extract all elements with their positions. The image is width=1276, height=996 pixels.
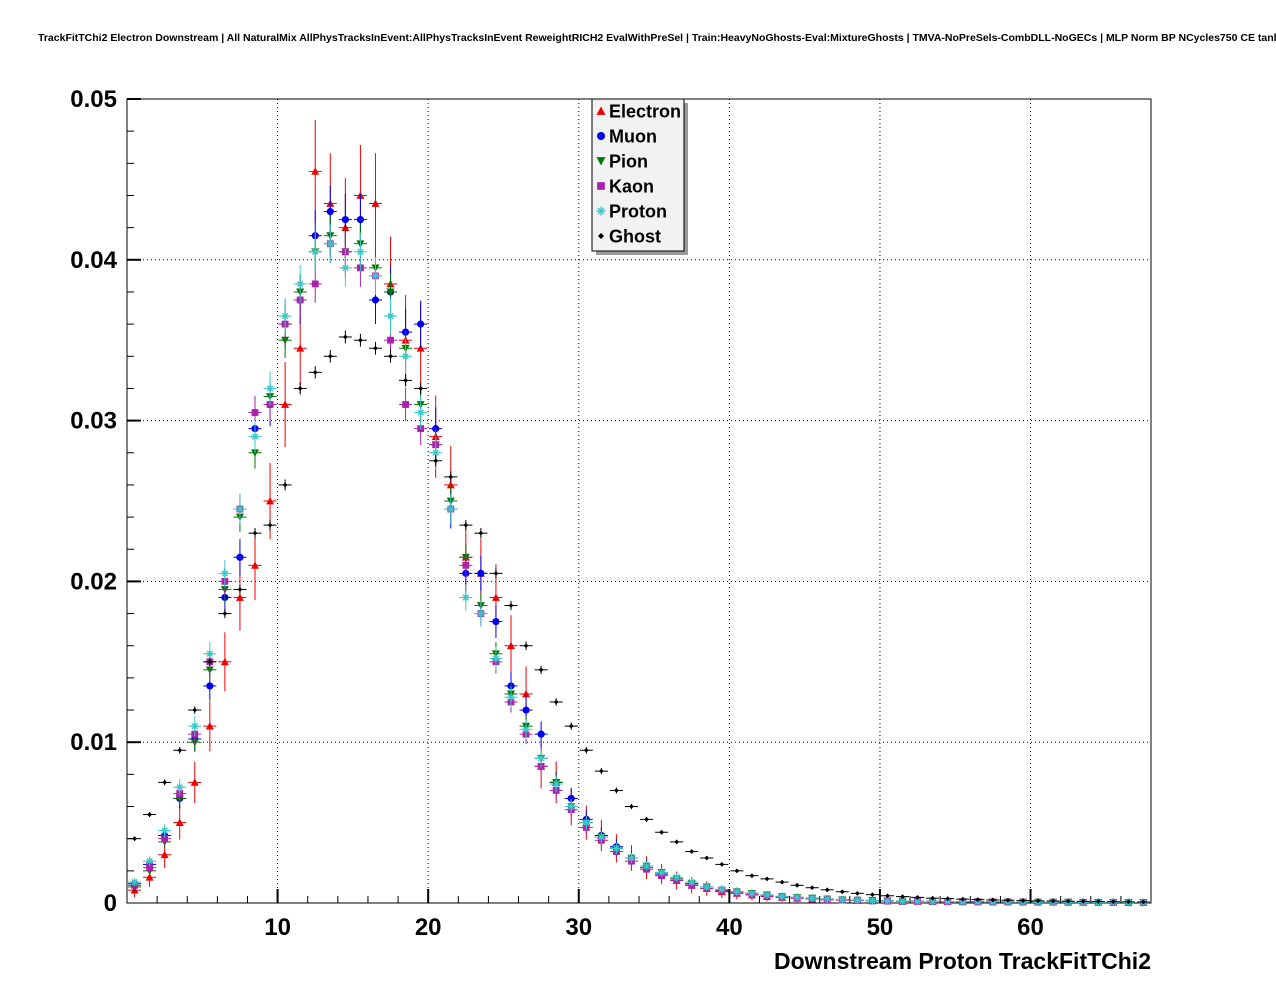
y-tick-label: 0.04 — [70, 247, 117, 274]
legend-item-pion: Pion — [596, 152, 648, 172]
x-tick-label: 20 — [415, 914, 442, 941]
legend-item-proton: Proton — [596, 202, 667, 222]
y-tick-label: 0 — [104, 890, 117, 917]
x-tick-label: 10 — [264, 914, 291, 941]
y-tick-label: 0.01 — [70, 729, 117, 756]
x-tick-label: 50 — [867, 914, 894, 941]
legend: Electron Muon Pion Kaon Proton Ghost — [591, 98, 688, 255]
series-pion — [128, 216, 1150, 907]
plot-title: TrackFitTChi2 Electron Downstream | All … — [38, 32, 1276, 44]
series-muon — [128, 185, 1150, 907]
x-tick-label: 60 — [1017, 914, 1044, 941]
legend-label: Muon — [609, 127, 657, 147]
legend-item-electron: Electron — [596, 102, 681, 122]
axis-labels: 10 20 30 40 50 60 0 0.01 0.02 0.03 0.04 0.05 — [70, 86, 1044, 941]
series-kaon — [128, 224, 1150, 906]
x-axis-title: Downstream Proton TrackFitTChi2 — [773, 948, 1151, 974]
x-tick-label: 40 — [716, 914, 743, 941]
series-proton — [128, 224, 1150, 907]
legend-item-ghost: Ghost — [598, 227, 661, 247]
x-tick-label: 30 — [565, 914, 592, 941]
y-tick-label: 0.05 — [70, 86, 117, 113]
legend-item-kaon: Kaon — [597, 177, 654, 197]
legend-label: Pion — [609, 152, 648, 172]
legend-label: Kaon — [609, 177, 654, 197]
legend-item-muon: Muon — [596, 127, 657, 147]
legend-box — [591, 98, 685, 252]
series-ghost — [128, 330, 1150, 905]
y-tick-label: 0.02 — [70, 568, 117, 595]
legend-label: Ghost — [609, 227, 661, 247]
legend-label: Proton — [609, 202, 667, 222]
legend-label: Electron — [609, 102, 681, 122]
y-tick-label: 0.03 — [70, 408, 117, 435]
